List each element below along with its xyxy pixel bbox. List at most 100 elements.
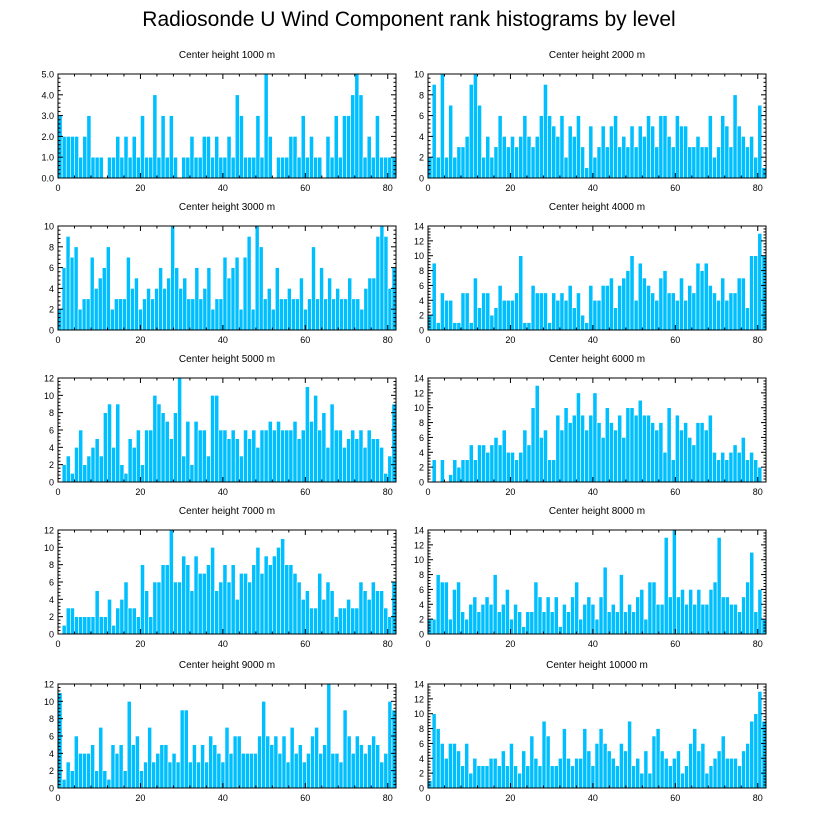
- histogram-bar: [543, 84, 548, 179]
- histogram-bar: [189, 590, 195, 635]
- histogram-bar: [247, 156, 253, 179]
- histogram-bar: [464, 292, 470, 331]
- histogram-bar: [366, 136, 372, 179]
- histogram-bar: [86, 753, 91, 789]
- histogram-bar: [309, 607, 314, 635]
- histogram-bar: [646, 285, 651, 331]
- histogram-bar: [501, 429, 507, 483]
- histogram-bar: [659, 603, 665, 635]
- panel-title: Center height 1000 m: [179, 50, 275, 61]
- histogram-bar: [456, 466, 462, 483]
- histogram-bar: [234, 256, 240, 331]
- histogram-bar: [175, 761, 181, 789]
- histogram-bar: [218, 298, 224, 331]
- histogram-bar: [562, 728, 567, 789]
- histogram-bar: [160, 115, 166, 179]
- histogram-bar: [604, 285, 610, 331]
- histogram-bar: [387, 701, 393, 789]
- histogram-bar: [551, 459, 557, 483]
- histogram-bar: [468, 322, 474, 331]
- x-tick-label: 20: [505, 487, 515, 497]
- histogram-bar: [749, 551, 755, 635]
- histogram-bar: [489, 156, 495, 179]
- y-tick-label: 4: [49, 595, 54, 605]
- histogram-bar: [251, 429, 257, 483]
- panel-title: Center height 3000 m: [179, 202, 275, 213]
- histogram-bar: [733, 603, 738, 635]
- histogram-bar: [69, 770, 75, 789]
- histogram-bar: [663, 757, 669, 789]
- histogram-bar: [452, 459, 458, 483]
- histogram-bar: [476, 765, 482, 789]
- histogram-bar: [154, 288, 159, 331]
- histogram-bar: [375, 115, 380, 179]
- histogram-bar: [317, 156, 323, 179]
- histogram-bar: [547, 115, 552, 179]
- histogram-bar: [337, 156, 343, 179]
- histogram-bar: [173, 156, 178, 179]
- histogram-bar: [687, 146, 693, 179]
- histogram-bar: [118, 744, 124, 789]
- histogram-bar: [696, 589, 702, 635]
- histogram-bar: [529, 611, 535, 635]
- histogram-bar: [525, 611, 531, 635]
- histogram-bar: [197, 429, 203, 483]
- histogram-bar: [65, 136, 71, 179]
- x-tick-label: 80: [753, 793, 763, 803]
- histogram-bar: [216, 753, 222, 789]
- histogram-bar: [563, 407, 569, 483]
- y-tick-label: 1.0: [41, 153, 54, 163]
- histogram-bar: [196, 761, 201, 789]
- histogram-bar: [269, 744, 275, 789]
- y-tick-label: 3.0: [41, 111, 54, 121]
- histogram-bar: [621, 136, 627, 179]
- histogram-bar: [427, 618, 433, 635]
- histogram-bar: [604, 407, 610, 483]
- histogram-bar: [596, 299, 602, 331]
- histogram-bar: [477, 104, 482, 179]
- histogram-bar: [78, 753, 83, 789]
- histogram-bar: [610, 603, 616, 635]
- histogram-bar: [729, 603, 734, 635]
- histogram-bar: [86, 115, 92, 179]
- histogram-bar: [452, 743, 457, 789]
- histogram-bar: [506, 299, 511, 331]
- histogram-bar: [582, 728, 588, 789]
- histogram-bar: [327, 277, 332, 331]
- x-tick-label: 80: [753, 183, 763, 193]
- y-tick-label: 8: [419, 570, 424, 580]
- histogram-bar: [115, 136, 121, 179]
- histogram-bar: [659, 750, 665, 789]
- histogram-bar: [346, 115, 351, 179]
- histogram-bar: [460, 292, 466, 331]
- histogram-bar: [594, 743, 600, 789]
- y-tick-label: 2: [419, 311, 424, 321]
- histogram-bar: [57, 115, 63, 179]
- histogram-bar: [363, 288, 369, 331]
- histogram-bar: [103, 412, 108, 483]
- x-tick-label: 0: [425, 335, 430, 345]
- histogram-bar: [111, 156, 117, 179]
- histogram-bar: [82, 753, 87, 789]
- histogram-bar: [239, 115, 244, 179]
- histogram-bar: [666, 407, 672, 483]
- histogram-bar: [712, 451, 717, 483]
- histogram-bar: [440, 73, 445, 179]
- histogram-bar: [126, 701, 132, 789]
- histogram-bar: [501, 136, 507, 179]
- histogram-bar: [481, 292, 487, 331]
- y-tick-label: 2: [419, 463, 424, 473]
- histogram-bar: [480, 765, 486, 789]
- histogram-bar: [687, 437, 693, 483]
- panel-4: Center height 4000 m 0 2 4 6 8 10 12 14 0 20 40 60 80: [414, 202, 767, 345]
- histogram-bar: [291, 298, 296, 331]
- histogram-bar: [533, 581, 539, 635]
- histogram-bar: [61, 464, 67, 483]
- histogram-bar: [342, 115, 347, 179]
- histogram-bar: [439, 743, 445, 789]
- histogram-bar: [318, 753, 323, 789]
- histogram-bar: [130, 288, 135, 331]
- histogram-bar: [741, 750, 746, 789]
- histogram-bar: [270, 308, 276, 331]
- histogram-bar: [86, 616, 92, 635]
